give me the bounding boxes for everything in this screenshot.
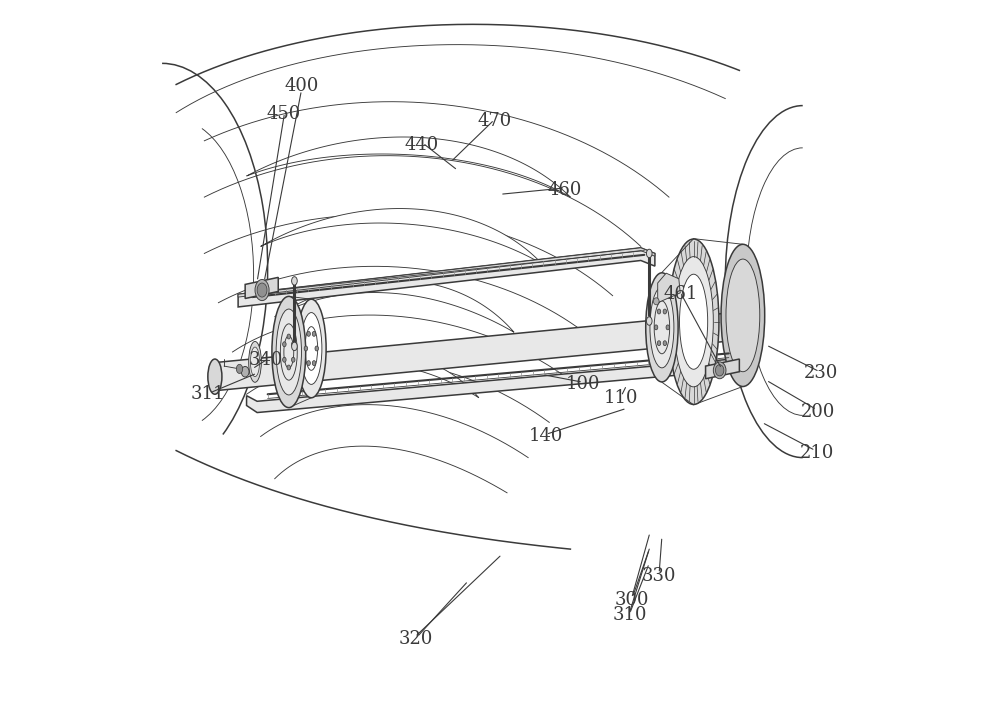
Polygon shape (245, 277, 278, 298)
Polygon shape (275, 280, 514, 332)
Ellipse shape (292, 277, 297, 285)
Ellipse shape (713, 362, 726, 379)
Polygon shape (261, 208, 542, 264)
Ellipse shape (663, 341, 667, 346)
Text: 470: 470 (477, 112, 511, 130)
Text: 200: 200 (801, 403, 835, 421)
Ellipse shape (646, 317, 652, 325)
Ellipse shape (257, 283, 267, 297)
Ellipse shape (680, 274, 708, 369)
Ellipse shape (283, 358, 286, 363)
Ellipse shape (236, 365, 243, 373)
Text: 300: 300 (615, 591, 650, 609)
Ellipse shape (654, 325, 658, 329)
Text: 461: 461 (663, 285, 697, 303)
Polygon shape (289, 354, 479, 398)
Polygon shape (247, 359, 739, 413)
Text: 460: 460 (548, 181, 582, 199)
Text: 310: 310 (612, 606, 647, 624)
Text: 110: 110 (604, 389, 638, 407)
Ellipse shape (291, 341, 295, 347)
Ellipse shape (657, 309, 661, 314)
Ellipse shape (297, 299, 326, 398)
Polygon shape (247, 137, 570, 197)
Text: 230: 230 (804, 364, 838, 382)
Polygon shape (238, 248, 655, 307)
Ellipse shape (292, 342, 297, 351)
Ellipse shape (283, 341, 286, 347)
Text: 320: 320 (398, 630, 433, 648)
Text: 400: 400 (284, 77, 319, 95)
Polygon shape (238, 248, 655, 297)
Text: 210: 210 (800, 444, 834, 462)
Ellipse shape (250, 347, 260, 377)
Ellipse shape (249, 341, 261, 382)
Ellipse shape (291, 358, 295, 363)
Ellipse shape (646, 249, 652, 258)
Ellipse shape (304, 346, 308, 351)
Ellipse shape (668, 239, 719, 404)
Ellipse shape (663, 309, 667, 314)
Text: 330: 330 (642, 567, 676, 585)
Ellipse shape (715, 365, 724, 376)
Ellipse shape (666, 325, 670, 329)
Ellipse shape (315, 346, 318, 351)
Ellipse shape (287, 365, 291, 370)
Ellipse shape (650, 287, 674, 367)
Ellipse shape (657, 341, 661, 346)
Ellipse shape (241, 366, 249, 377)
Ellipse shape (653, 298, 659, 305)
Ellipse shape (307, 332, 310, 337)
Text: 440: 440 (404, 136, 438, 154)
Ellipse shape (307, 360, 310, 365)
Ellipse shape (726, 259, 760, 372)
Ellipse shape (301, 313, 322, 384)
Ellipse shape (674, 256, 713, 386)
Ellipse shape (312, 332, 316, 337)
Text: 340: 340 (249, 351, 283, 370)
Polygon shape (658, 273, 680, 303)
Ellipse shape (255, 279, 269, 301)
Ellipse shape (721, 244, 765, 386)
Ellipse shape (287, 334, 291, 339)
Ellipse shape (312, 360, 316, 365)
Text: 311: 311 (191, 385, 225, 403)
Ellipse shape (272, 296, 306, 408)
Text: 140: 140 (529, 427, 563, 446)
Ellipse shape (646, 272, 678, 382)
Ellipse shape (208, 359, 222, 394)
Polygon shape (706, 359, 739, 379)
Text: 100: 100 (566, 375, 600, 393)
Polygon shape (215, 313, 725, 391)
Text: 450: 450 (266, 105, 300, 123)
Ellipse shape (276, 309, 301, 395)
